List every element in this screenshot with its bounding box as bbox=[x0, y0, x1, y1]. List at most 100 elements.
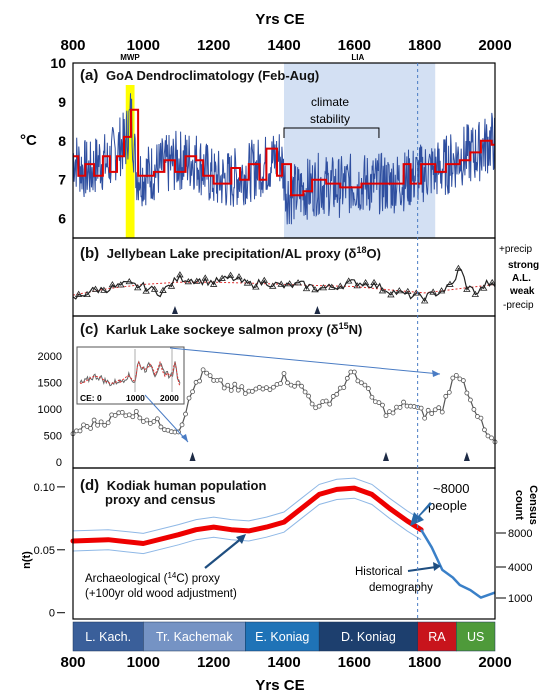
panel-b-marker bbox=[176, 271, 184, 278]
panel-c-marker bbox=[327, 401, 333, 407]
cultural-periods-bar: L. Kach. Tr. Kachemak E. Koniag D. Koniag RA… bbox=[72, 621, 496, 652]
panel-a-y-tick-label: 9 bbox=[58, 94, 66, 110]
panel-d-y-tick-label: 0 bbox=[49, 608, 55, 620]
panel-b-marker bbox=[226, 271, 235, 278]
panel-c-marker bbox=[204, 370, 210, 376]
panel-c-marker bbox=[306, 393, 312, 399]
proxy-callout-2: (+100yr old wood adjustment) bbox=[85, 588, 237, 600]
panel-c-marker bbox=[467, 397, 473, 403]
panel-d-y-tick-label: 0.05 bbox=[34, 545, 55, 557]
panel-c-y-tick-label: 1500 bbox=[38, 377, 62, 389]
panel-c-marker bbox=[453, 373, 459, 378]
panel-c-marker bbox=[278, 381, 283, 386]
panel-c-marker bbox=[84, 424, 90, 429]
climate-stability-bracket bbox=[283, 127, 380, 138]
inset-pointer-2 bbox=[144, 394, 189, 443]
panel-c-marker bbox=[309, 401, 315, 407]
top-tick-label: 1800 bbox=[408, 37, 441, 54]
panel-c-marker bbox=[137, 415, 143, 421]
panel-d-title-2: proxy and census bbox=[105, 492, 216, 507]
panel-c-marker bbox=[147, 421, 153, 426]
panel-c-marker bbox=[179, 422, 185, 428]
panel-d-y-tick-label: 0.10 bbox=[34, 482, 55, 494]
panel-c-marker bbox=[334, 391, 340, 397]
panel-b-marker bbox=[387, 291, 395, 298]
inset-pointer-2-head bbox=[181, 434, 188, 442]
panel-b-markers bbox=[74, 264, 496, 304]
panel-c-marker bbox=[450, 375, 456, 381]
panel-c-marker bbox=[105, 420, 111, 426]
panel-c-marker bbox=[95, 422, 101, 428]
proxy-envelope-upper bbox=[72, 477, 422, 534]
top-axis-ticks: 800 1000 1200 1400 1600 1800 2000 bbox=[60, 37, 511, 54]
panel-c-marker bbox=[362, 382, 368, 388]
demography-callout-1: Historical bbox=[355, 566, 402, 578]
panel-c-marker bbox=[186, 395, 192, 401]
panel-c-marker bbox=[267, 387, 273, 393]
inset-tick-0: CE: 0 bbox=[80, 393, 102, 403]
panel-a-y-ticks: 10 9 8 7 6 bbox=[50, 55, 66, 227]
panel-c-marker bbox=[112, 413, 118, 418]
period-label: RA bbox=[428, 630, 446, 644]
panel-b-marker bbox=[336, 282, 344, 289]
panel-b-marker bbox=[420, 297, 429, 304]
panel-c-y-tick-label: 0 bbox=[56, 457, 62, 469]
panel-b-marker bbox=[218, 274, 226, 281]
panel-c-marker bbox=[323, 398, 329, 404]
panel-b-marker bbox=[74, 290, 83, 297]
panel-c-marker bbox=[443, 393, 449, 399]
side-label-weak: weak bbox=[509, 286, 535, 297]
panel-c-title-sup: 15 bbox=[339, 321, 349, 331]
panel-d-right-tick-label: 4000 bbox=[508, 562, 532, 574]
panel-b-marker bbox=[235, 273, 243, 280]
bottom-tick-label: 800 bbox=[60, 654, 85, 671]
panel-c-tag: (c) bbox=[80, 321, 98, 338]
panel-b-marker bbox=[285, 280, 294, 287]
period-label: US bbox=[467, 630, 484, 644]
panel-c-marker bbox=[446, 389, 452, 395]
panel-b-marker bbox=[83, 290, 91, 298]
panel-b-marker bbox=[302, 284, 311, 292]
proxy-envelope-lower bbox=[72, 497, 422, 555]
period-block bbox=[72, 621, 144, 652]
panel-a: MWP LIA climate stability (a) GoA Dendro… bbox=[20, 53, 496, 239]
panel-b-marker bbox=[243, 279, 252, 286]
panel-c-marker bbox=[197, 378, 203, 384]
panel-c-marker bbox=[316, 403, 322, 409]
panel-c-marker bbox=[425, 407, 431, 413]
panel-c-marker bbox=[436, 405, 442, 411]
panel-c-marker bbox=[77, 428, 83, 434]
panel-a-tag: (a) bbox=[80, 67, 98, 84]
panel-b-marker bbox=[252, 283, 260, 290]
mwp-label: MWP bbox=[120, 53, 140, 62]
panel-c-marker bbox=[295, 380, 301, 386]
panel-b-marker bbox=[108, 281, 117, 288]
panel-c-marker bbox=[302, 389, 308, 395]
panel-c-marker bbox=[489, 435, 494, 441]
panel-c-marker bbox=[292, 383, 297, 389]
panel-c-marker bbox=[158, 424, 164, 430]
panel-c-marker bbox=[242, 391, 248, 397]
panel-c-triangle-marker bbox=[382, 452, 389, 461]
period-label: D. Koniag bbox=[341, 630, 396, 644]
panel-b-marker bbox=[167, 282, 176, 289]
panel-c-y-ticks: 2000 1500 1000 500 0 bbox=[38, 351, 62, 469]
panel-c-marker bbox=[221, 385, 227, 391]
panel-b-marker bbox=[150, 285, 159, 292]
panel-c-marker bbox=[482, 427, 487, 433]
bottom-tick-label: 1400 bbox=[267, 654, 300, 671]
panel-c-marker bbox=[239, 384, 245, 390]
bottom-axis-title: Yrs CE bbox=[255, 677, 304, 694]
panel-b-triangle-marker bbox=[314, 306, 321, 314]
people-callout-2: people bbox=[428, 498, 467, 513]
panel-c-marker bbox=[383, 413, 389, 419]
panel-b-marker bbox=[125, 277, 133, 285]
panel-c-marker bbox=[88, 425, 93, 431]
panel-c-marker bbox=[330, 394, 336, 399]
panel-b-marker bbox=[91, 285, 100, 292]
panel-c-inset: CE: 0 1000 2000 bbox=[76, 346, 185, 405]
panel-b-marker bbox=[201, 274, 209, 281]
panel-d-frame bbox=[72, 467, 496, 620]
panel-d-ylabel: n(t) bbox=[21, 551, 33, 569]
